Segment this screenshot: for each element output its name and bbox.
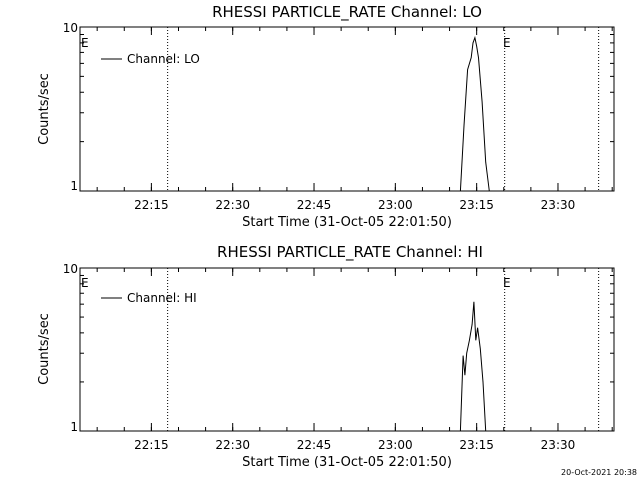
x-tick-label: 22:30: [215, 198, 250, 212]
series-line-hi: [459, 301, 487, 432]
x-axis-label-lo: Start Time (31-Oct-05 22:01:50): [242, 215, 452, 230]
x-axis-label-hi: Start Time (31-Oct-05 22:01:50): [242, 455, 452, 470]
event-marker-left-lo: E: [81, 36, 89, 50]
lo-channel-panel: RHESSI PARTICLE_RATE Channel: LO Counts/…: [37, 3, 615, 230]
x-tick-label: 23:00: [378, 438, 413, 452]
x-tick-label: 22:15: [134, 438, 169, 452]
event-marker-right-lo: E: [503, 36, 511, 50]
x-tick-label: 22:15: [134, 198, 169, 212]
x-tick-label: 23:15: [459, 438, 494, 452]
plot-frame-lo: [79, 26, 615, 192]
x-tick-label: 22:45: [297, 198, 332, 212]
series-line-lo: [459, 35, 490, 192]
y-tick-label-1-hi: 1: [70, 420, 78, 434]
event-marker-left-hi: E: [81, 276, 89, 290]
legend-label-lo: Channel: LO: [127, 52, 200, 66]
y-tick-label-10-lo: 10: [63, 21, 78, 35]
legend-label-hi: Channel: HI: [127, 291, 197, 305]
y-axis-label-lo: Counts/sec: [37, 73, 52, 145]
plot-frame-hi: [79, 267, 615, 432]
x-tick-label: 22:30: [215, 438, 250, 452]
hi-channel-panel: RHESSI PARTICLE_RATE Channel: HI Counts/…: [37, 243, 615, 470]
footer-timestamp: 20-Oct-2021 20:38: [561, 468, 637, 477]
y-axis-label-hi: Counts/sec: [37, 313, 52, 385]
x-tick-label: 23:30: [541, 438, 576, 452]
chart-title-lo: RHESSI PARTICLE_RATE Channel: LO: [212, 3, 482, 22]
x-tick-label: 23:00: [378, 198, 413, 212]
event-marker-right-hi: E: [503, 276, 511, 290]
y-tick-label-10-hi: 10: [63, 262, 78, 276]
x-tick-label: 22:45: [297, 438, 332, 452]
y-tick-label-1-lo: 1: [70, 179, 78, 193]
x-tick-label: 23:15: [459, 198, 494, 212]
x-tick-label: 23:30: [541, 198, 576, 212]
chart-title-hi: RHESSI PARTICLE_RATE Channel: HI: [217, 243, 483, 262]
